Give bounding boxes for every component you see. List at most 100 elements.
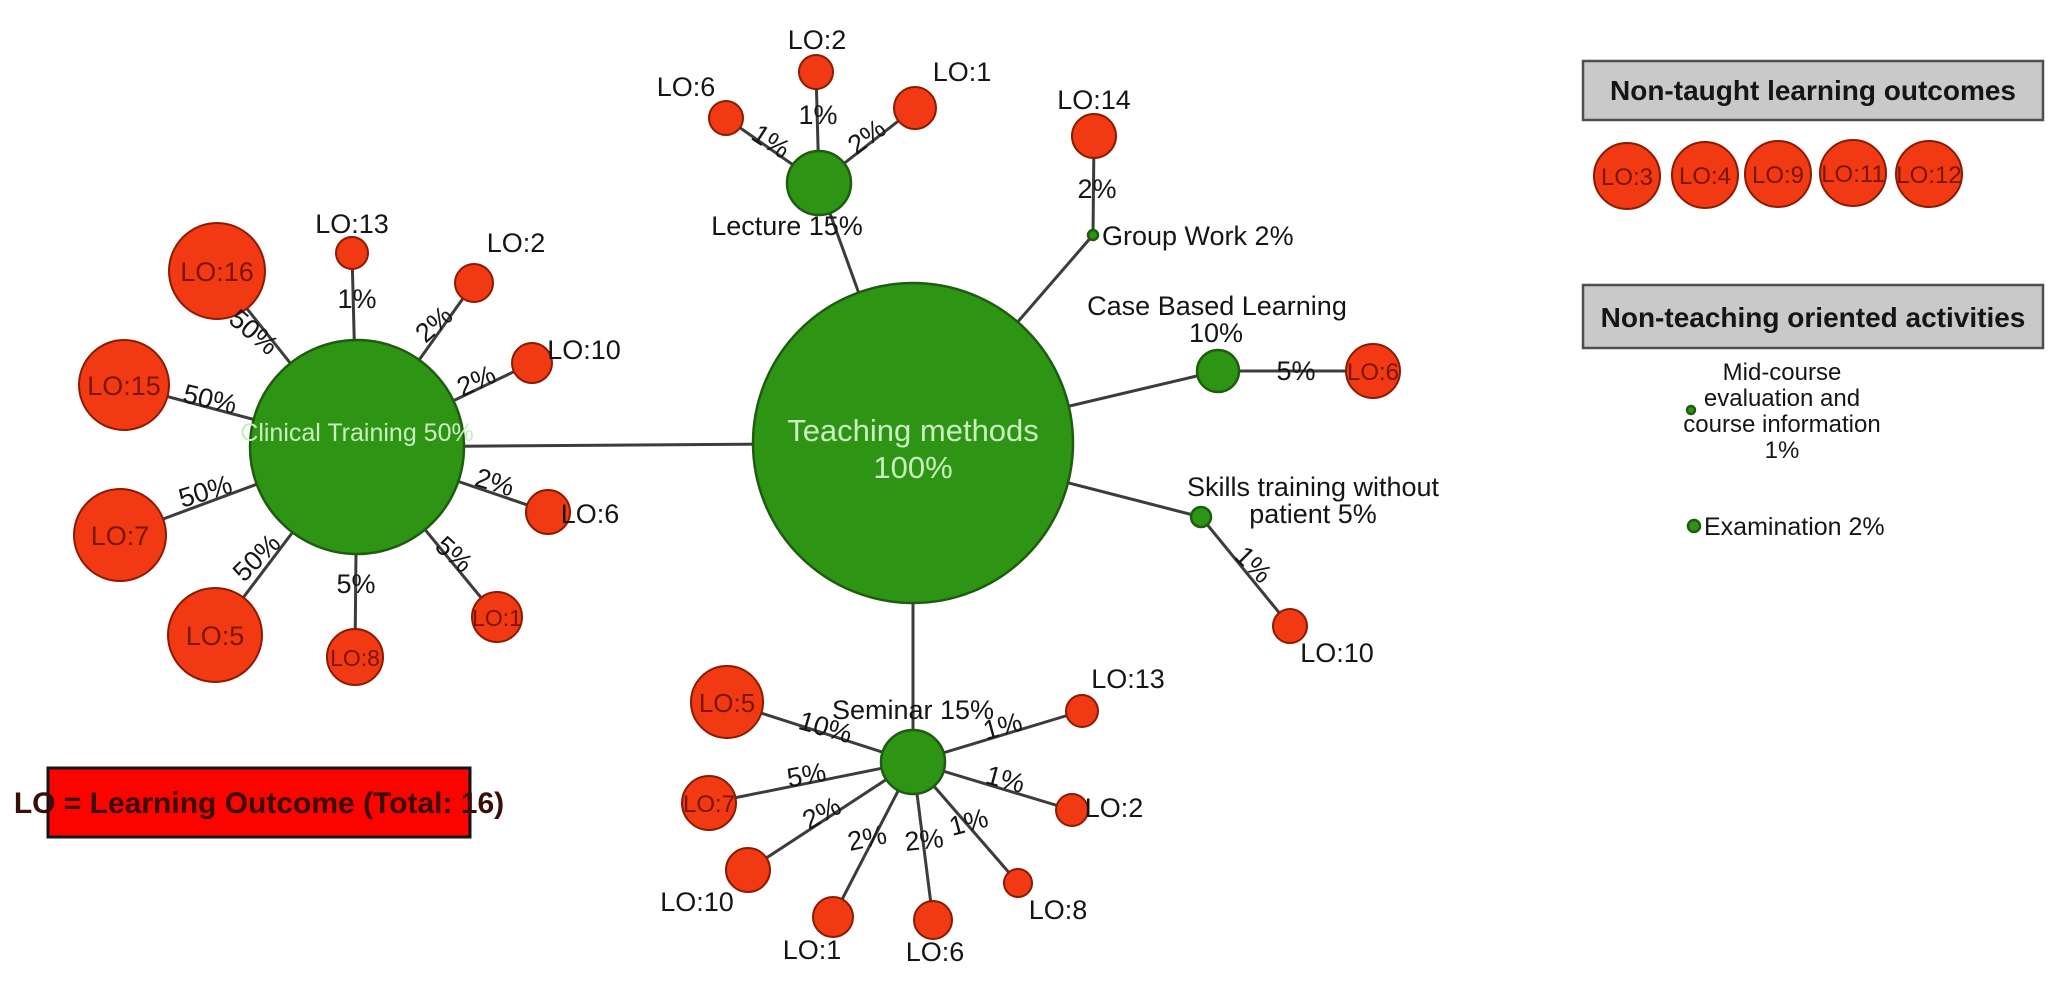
lo-label: LO:1 [783, 935, 842, 965]
lo-label: LO:2 [788, 25, 847, 55]
footnote: LO = Learning Outcome (Total: 16) [14, 766, 504, 839]
lo-node-legend-lo11 [1819, 139, 1887, 207]
lo-node-clinical-lo1 [471, 591, 523, 643]
seminar-label: Seminar 15% [832, 695, 994, 725]
lo-node-seminar-lo10 [725, 847, 771, 893]
lo-label: LO:7 [683, 791, 735, 818]
nodes [73, 54, 1401, 940]
pct-label: 50% [227, 528, 286, 587]
lo-label: LO:14 [1057, 85, 1131, 115]
lo-node-seminar-lo1 [812, 896, 854, 938]
clinical-training-node [248, 338, 466, 556]
lo-label: LO:13 [1091, 664, 1165, 694]
lo-label: LO:8 [1029, 895, 1088, 925]
case-based-learning-node [1195, 348, 1241, 394]
legend-non-teaching-title: Non-teaching oriented activities [1601, 302, 2026, 333]
legend-non-teaching-box [1581, 283, 2045, 350]
lo-node-lecture-lo2 [798, 54, 834, 90]
lo-label: LO:10 [660, 887, 734, 917]
lo-label: LO:2 [1085, 793, 1144, 823]
lo-node-groupwork-lo14 [1071, 113, 1117, 159]
examination-dot [1686, 518, 1702, 534]
pct-label: 2% [472, 462, 518, 502]
clinical-training-label: Clinical Training 50% [240, 419, 473, 447]
mid-course-label-line2: evaluation and [1704, 385, 1860, 412]
lo-label: LO:5 [699, 688, 755, 718]
lo-node-seminar-lo5 [690, 665, 764, 739]
pct-label: 2% [409, 300, 458, 348]
lo-node-clinical-lo8 [326, 628, 384, 686]
lo-node-legend-lo3 [1593, 142, 1661, 210]
skills-training-label-line2: patient 5% [1249, 499, 1377, 529]
lo-node-clinical-lo13 [335, 236, 369, 270]
pct-label: 1% [337, 284, 376, 314]
lo-node-clinical-lo6 [525, 489, 571, 535]
pct-label: 1% [746, 118, 795, 164]
group-work-node [1086, 228, 1100, 242]
lo-label: LO:10 [547, 335, 621, 365]
pct-label: 1% [798, 100, 837, 130]
lo-label: LO:15 [87, 371, 161, 401]
legend-non-taught-box [1581, 59, 2045, 122]
lo-label: LO:10 [1300, 638, 1374, 668]
pct-label: 5% [429, 530, 478, 578]
lo-label: LO:9 [1752, 162, 1804, 189]
lo-label: LO:11 [1821, 161, 1885, 188]
lo-label: LO:6 [1347, 359, 1399, 386]
pct-label: 1% [983, 760, 1028, 799]
pct-label: 5% [1276, 356, 1315, 386]
skills-training-label-line1: Skills training without [1187, 472, 1440, 502]
legend-non-teaching: Non-teaching oriented activities Mid-cou… [1581, 283, 2045, 541]
pct-label: 2% [845, 819, 889, 856]
lo-node-seminar-lo13 [1065, 694, 1099, 728]
mid-course-label-line1: Mid-course [1723, 359, 1842, 386]
group-work-label: Group Work 2% [1102, 221, 1294, 251]
lo-node-legend-lo12 [1895, 140, 1963, 208]
lo-label: LO:3 [1601, 164, 1653, 191]
lo-label: LO:6 [906, 937, 965, 967]
lo-label: LO:2 [487, 228, 546, 258]
lo-node-clinical-lo15 [78, 339, 170, 431]
lo-node-legend-lo4 [1671, 141, 1739, 209]
legend-non-taught: Non-taught learning outcomes LO:3 LO:4 L… [1581, 59, 2045, 210]
lo-node-lecture-lo6 [708, 100, 744, 136]
mid-course-label-line4: 1% [1765, 437, 1800, 464]
pct-label: 5% [785, 757, 829, 793]
pct-label: 50% [180, 379, 239, 420]
teaching-methods-label-line2: 100% [873, 450, 952, 485]
lo-node-clinical-lo2 [454, 263, 494, 303]
lecture-node [785, 149, 853, 217]
lo-node-skills-lo10 [1272, 608, 1308, 644]
pct-label: 2% [1077, 174, 1116, 204]
pct-label: 2% [452, 359, 500, 402]
lo-label: LO:4 [1679, 163, 1731, 190]
mid-course-dot [1685, 404, 1697, 416]
pct-label: 1% [1229, 540, 1278, 589]
mid-course-label-line3: course information [1683, 411, 1880, 438]
pct-label: 2% [798, 791, 847, 836]
pct-label: 2% [842, 113, 891, 160]
edge-seminar-lo7 [708, 760, 914, 805]
case-based-learning-label-line1: Case Based Learning [1087, 291, 1347, 321]
lo-label: LO:5 [186, 621, 245, 651]
lo-node-clinical-lo10 [511, 342, 553, 384]
examination-label: Examination 2% [1704, 513, 1885, 541]
lo-label: LO:6 [561, 499, 620, 529]
lo-node-clinical-lo5 [167, 587, 263, 683]
lo-node-seminar-lo8 [1003, 868, 1033, 898]
lo-label: LO:7 [91, 521, 150, 551]
lo-label: LO:13 [315, 209, 389, 239]
pct-label: 5% [336, 569, 375, 599]
lo-node-seminar-lo2 [1055, 793, 1089, 827]
lo-label: LO:12 [1896, 162, 1961, 189]
footnote-box [46, 766, 472, 839]
lo-label: LO:1 [472, 605, 522, 631]
lecture-label: Lecture 15% [711, 211, 863, 241]
footnote-text: LO = Learning Outcome (Total: 16) [14, 787, 504, 820]
pct-label: 2% [903, 823, 945, 857]
lo-node-casebased-lo6 [1345, 343, 1401, 399]
lo-node-lecture-lo1 [893, 86, 937, 130]
lo-label: LO:8 [330, 645, 380, 671]
edge-skills-lo10 [1199, 516, 1292, 627]
